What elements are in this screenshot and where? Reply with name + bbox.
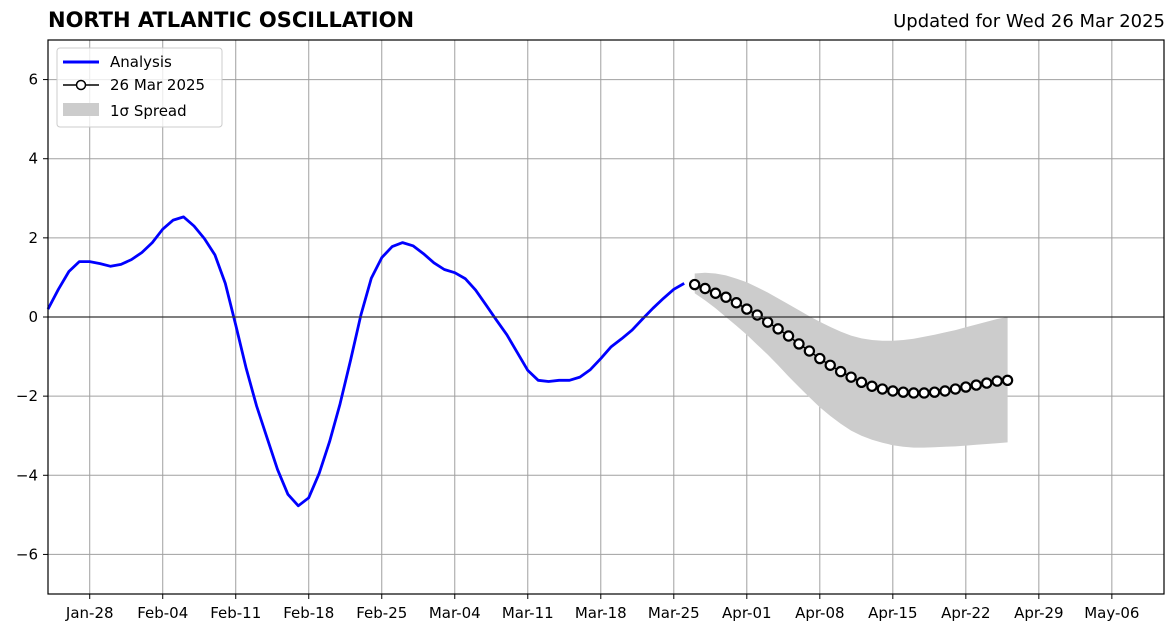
- legend-analysis-label: Analysis: [110, 53, 172, 71]
- forecast-point: [814, 352, 826, 365]
- forecast-point: [918, 387, 930, 399]
- y-tick-label: 0: [28, 308, 38, 326]
- forecast-point: [751, 309, 763, 321]
- forecast-point: [824, 359, 836, 371]
- forecast-point: [730, 297, 743, 309]
- x-tick-label: Jan-28: [65, 604, 114, 622]
- forecast-point: [782, 330, 795, 342]
- x-tick-label: Mar-11: [502, 604, 554, 622]
- forecast-point: [741, 303, 753, 315]
- x-tick-label: Mar-25: [648, 604, 700, 622]
- chart-subtitle: Updated for Wed 26 Mar 2025: [893, 11, 1165, 32]
- forecast-point: [834, 365, 847, 378]
- y-tick-label: −2: [16, 387, 38, 405]
- forecast-point: [688, 278, 701, 291]
- forecast-point: [876, 383, 889, 395]
- forecast-point: [709, 287, 722, 299]
- x-tick-label: Apr-29: [1014, 604, 1064, 622]
- forecast-point: [803, 345, 816, 357]
- y-tick-label: −4: [16, 466, 38, 484]
- forecast-point: [845, 371, 857, 383]
- line-layer: [46, 215, 1014, 508]
- x-tick-label: May-06: [1084, 604, 1139, 622]
- x-tick-label: Feb-11: [210, 604, 261, 622]
- x-tick-label: Feb-25: [356, 604, 407, 622]
- legend-spread-swatch: [63, 103, 99, 116]
- forecast-point: [980, 377, 993, 389]
- x-tick-label: Apr-22: [941, 604, 991, 622]
- x-tick-label: Feb-18: [283, 604, 334, 622]
- x-tick-label: Mar-18: [575, 604, 627, 622]
- forecast-point: [887, 385, 899, 397]
- forecast-point: [907, 387, 920, 399]
- forecast-point: [939, 385, 951, 397]
- x-tick-label: Apr-15: [868, 604, 918, 622]
- forecast-point: [949, 383, 962, 395]
- legend: Analysis 26 Mar 2025 1σ Spread: [56, 47, 223, 128]
- y-tick-label: −6: [16, 545, 38, 563]
- forecast-point: [897, 386, 909, 398]
- forecast-point: [991, 375, 1003, 387]
- legend-forecast-marker: [75, 79, 87, 91]
- forecast-point: [772, 323, 784, 335]
- grid-layer: [48, 40, 1164, 594]
- forecast-point: [720, 291, 732, 303]
- legend-forecast-label: 26 Mar 2025: [110, 76, 205, 94]
- legend-spread-label: 1σ Spread: [110, 102, 187, 120]
- spread-layer: [694, 272, 1008, 448]
- y-tick-label: 6: [28, 71, 38, 89]
- x-tick-label: Apr-01: [722, 604, 772, 622]
- forecast-point: [761, 316, 774, 328]
- y-tick-label: 4: [28, 150, 38, 168]
- forecast-point: [855, 376, 868, 388]
- analysis-line: [46, 215, 685, 508]
- plot-frame: [47, 39, 1165, 595]
- x-tick-label: Mar-04: [429, 604, 481, 622]
- forecast-point: [1001, 374, 1014, 387]
- x-tick-label: Feb-04: [137, 604, 188, 622]
- spread-band: [694, 272, 1008, 448]
- forecast-point: [793, 338, 805, 350]
- forecast-point: [960, 381, 972, 393]
- y-tick-label: 2: [28, 229, 38, 247]
- forecast-point: [866, 380, 878, 392]
- forecast-point: [699, 282, 711, 295]
- forecast-point: [928, 386, 941, 398]
- axis-layer: −6 −4 −2 0 2 4 6 Jan-28 Feb-04 Feb-11 Feb-18 Feb-25…: [16, 39, 1165, 622]
- chart-title: NORTH ATLANTIC OSCILLATION: [48, 8, 415, 32]
- x-tick-label: Apr-08: [795, 604, 845, 622]
- forecast-point: [970, 379, 982, 391]
